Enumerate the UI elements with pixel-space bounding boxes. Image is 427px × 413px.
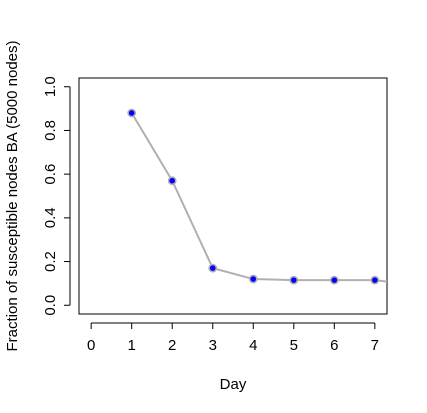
x-axis: 0 1 2 3 4 5 6 7 bbox=[87, 322, 379, 354]
x-tick-label: 0 bbox=[87, 337, 95, 354]
y-tick-label: 1.0 bbox=[42, 76, 59, 97]
y-axis-label: Fraction of susceptible nodes BA (5000 n… bbox=[4, 40, 21, 351]
y-tick-label: 0.0 bbox=[42, 295, 59, 316]
data-point bbox=[289, 275, 299, 285]
series-layer bbox=[127, 108, 388, 285]
data-point bbox=[127, 108, 137, 118]
x-tick-label: 7 bbox=[371, 337, 379, 354]
series-line bbox=[130, 112, 388, 283]
y-tick-label: 0.4 bbox=[42, 207, 59, 228]
x-axis-label: Day bbox=[220, 376, 247, 393]
data-point bbox=[370, 275, 380, 285]
y-tick-label: 0.8 bbox=[42, 120, 59, 141]
x-tick-label: 4 bbox=[249, 337, 257, 354]
x-tick-label: 3 bbox=[209, 337, 217, 354]
y-axis: 0.0 0.2 0.4 0.6 0.8 1.0 bbox=[42, 76, 71, 316]
x-tick-label: 1 bbox=[128, 337, 136, 354]
y-tick-label: 0.6 bbox=[42, 164, 59, 185]
data-point bbox=[329, 275, 339, 285]
data-point bbox=[167, 176, 177, 186]
x-tick-label: 5 bbox=[290, 337, 298, 354]
x-tick-label: 2 bbox=[168, 337, 176, 354]
data-point bbox=[208, 263, 218, 273]
y-tick-label: 0.2 bbox=[42, 251, 59, 272]
plot-area-frame bbox=[78, 77, 388, 315]
x-tick-label: 6 bbox=[330, 337, 338, 354]
data-point bbox=[248, 274, 258, 284]
